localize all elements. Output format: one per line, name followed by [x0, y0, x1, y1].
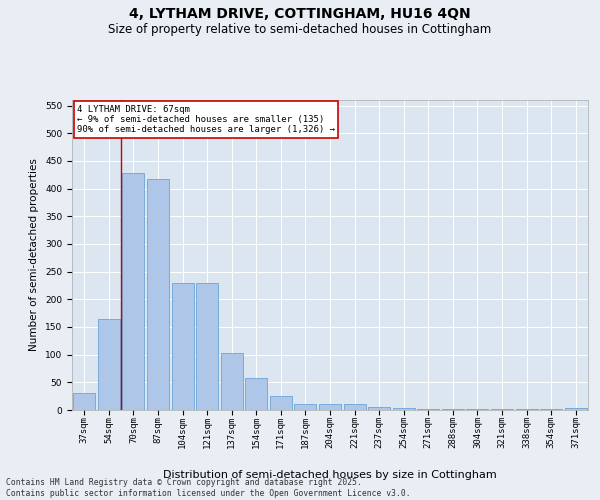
Bar — [221, 353, 243, 410]
Text: 4 LYTHAM DRIVE: 67sqm
← 9% of semi-detached houses are smaller (135)
90% of semi: 4 LYTHAM DRIVE: 67sqm ← 9% of semi-detac… — [77, 104, 335, 134]
Bar — [392, 408, 415, 410]
Bar — [122, 173, 145, 410]
Bar — [172, 282, 194, 410]
Bar — [147, 178, 169, 410]
Text: Contains HM Land Registry data © Crown copyright and database right 2025.
Contai: Contains HM Land Registry data © Crown c… — [6, 478, 410, 498]
Bar — [270, 396, 292, 410]
Bar — [196, 282, 218, 410]
Bar — [73, 394, 95, 410]
Text: Size of property relative to semi-detached houses in Cottingham: Size of property relative to semi-detach… — [109, 22, 491, 36]
Bar — [98, 318, 120, 410]
Bar — [344, 404, 365, 410]
Text: 4, LYTHAM DRIVE, COTTINGHAM, HU16 4QN: 4, LYTHAM DRIVE, COTTINGHAM, HU16 4QN — [129, 8, 471, 22]
Bar — [368, 407, 390, 410]
Bar — [319, 404, 341, 410]
Bar — [245, 378, 268, 410]
Text: Distribution of semi-detached houses by size in Cottingham: Distribution of semi-detached houses by … — [163, 470, 497, 480]
Y-axis label: Number of semi-detached properties: Number of semi-detached properties — [29, 158, 40, 352]
Bar — [417, 409, 439, 410]
Bar — [295, 404, 316, 410]
Bar — [565, 408, 587, 410]
Bar — [540, 409, 562, 410]
